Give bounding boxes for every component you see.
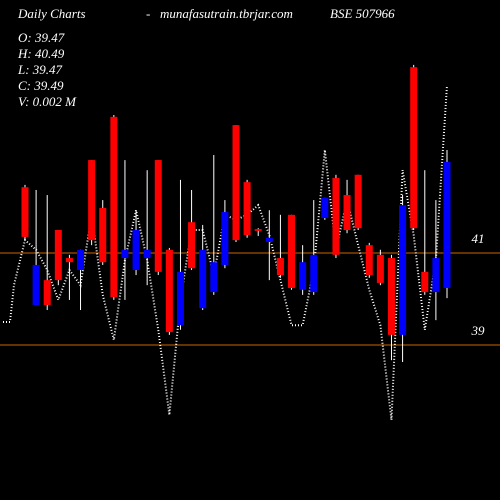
candle-body [421, 271, 429, 293]
candle-body [99, 207, 107, 263]
y-tick-label: 39 [471, 323, 486, 338]
candle-body [176, 271, 184, 326]
chart-title: Daily Charts [17, 6, 86, 21]
candle-body [199, 249, 207, 309]
separator: - [146, 6, 150, 21]
summary-line: L: 39.47 [17, 62, 63, 77]
candle-body [121, 249, 129, 259]
site-name: munafasutrain.tbrjar.com [160, 6, 293, 21]
candle-body [432, 258, 440, 293]
candle-body [365, 245, 373, 276]
y-tick-label: 41 [472, 231, 485, 246]
candle-body [288, 214, 296, 288]
symbol: BSE 507966 [330, 6, 395, 21]
summary-line: V: 0.002 M [18, 94, 77, 109]
candle-body [343, 195, 351, 230]
candle-body [321, 197, 329, 219]
candle-body [32, 264, 40, 305]
candle-body [310, 254, 318, 293]
summary: O: 39.47H: 40.49L: 39.47C: 39.49V: 0.002… [17, 30, 77, 109]
candle-body [243, 182, 251, 236]
candle-body [276, 258, 284, 276]
candle-body [165, 249, 173, 333]
candle-body [354, 174, 362, 229]
candle-body [77, 249, 85, 271]
candle-body [254, 229, 262, 231]
candle-body [232, 125, 240, 241]
candle-body [443, 161, 451, 288]
candle-body [132, 229, 140, 271]
candle-body [265, 237, 273, 242]
candle-body [210, 262, 218, 293]
indicator-line [3, 85, 448, 421]
candle-body [399, 205, 407, 335]
candle-body [410, 67, 418, 229]
candle-body [110, 116, 118, 298]
candle-body [54, 229, 62, 281]
candle-body [221, 212, 229, 265]
candle-body [387, 258, 395, 335]
candle-body [188, 222, 196, 269]
summary-line: C: 39.49 [18, 78, 64, 93]
candle-body [376, 254, 384, 283]
candle-body [332, 178, 340, 255]
candle-body [65, 258, 73, 263]
candle-body [88, 160, 96, 241]
candle-body [299, 262, 307, 290]
summary-line: H: 40.49 [17, 46, 65, 61]
candle-body [43, 280, 51, 305]
candle-body [143, 249, 151, 259]
candle-body [154, 160, 162, 272]
candle-body [21, 187, 29, 237]
summary-line: O: 39.47 [18, 30, 65, 45]
